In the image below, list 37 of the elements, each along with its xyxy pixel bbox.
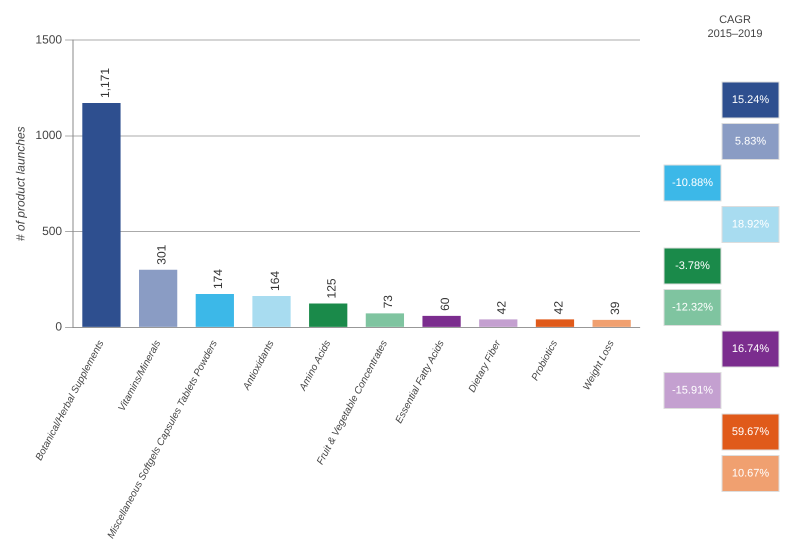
data-label: 59.67% (732, 426, 770, 438)
data-label: -15.91% (672, 384, 714, 397)
bar (82, 103, 121, 327)
bar (309, 303, 348, 327)
bar (366, 313, 404, 327)
bar (252, 296, 291, 327)
data-label: 39 (608, 301, 622, 315)
data-label: 60 (438, 297, 452, 311)
data-label: 15.24% (732, 94, 770, 106)
data-label: -10.88% (672, 177, 714, 190)
data-label: 42 (494, 300, 509, 314)
data-label: 301 (154, 244, 168, 265)
x-tick-label: Amino Acids (297, 338, 334, 394)
data-label: 125 (324, 278, 339, 298)
data-label: -3.78% (675, 260, 710, 272)
bar (196, 294, 234, 327)
data-label: 73 (381, 294, 396, 308)
bar (592, 320, 631, 327)
y-tick-label: 500 (42, 224, 62, 238)
data-label: 5.83% (734, 136, 766, 148)
text: CAGR 2015–2019 (707, 14, 763, 40)
bar (139, 270, 178, 327)
bar (536, 319, 574, 327)
data-label: 18.92% (732, 218, 770, 231)
y-tick-label: 0 (55, 320, 62, 334)
data-label: -12.32% (672, 302, 714, 314)
bar (422, 316, 461, 327)
data-label: 174 (211, 268, 226, 290)
data-label: 164 (268, 270, 282, 291)
data-label: 10.67% (732, 468, 770, 480)
data-label: 1,171 (98, 68, 112, 98)
data-label: 42 (551, 300, 566, 314)
bar (479, 319, 518, 327)
y-axis-title: # of product launches (14, 126, 28, 242)
data-label: 16.74% (732, 343, 770, 356)
y-tick-label: 1000 (35, 128, 62, 142)
y-tick-label: 1500 (35, 32, 62, 46)
